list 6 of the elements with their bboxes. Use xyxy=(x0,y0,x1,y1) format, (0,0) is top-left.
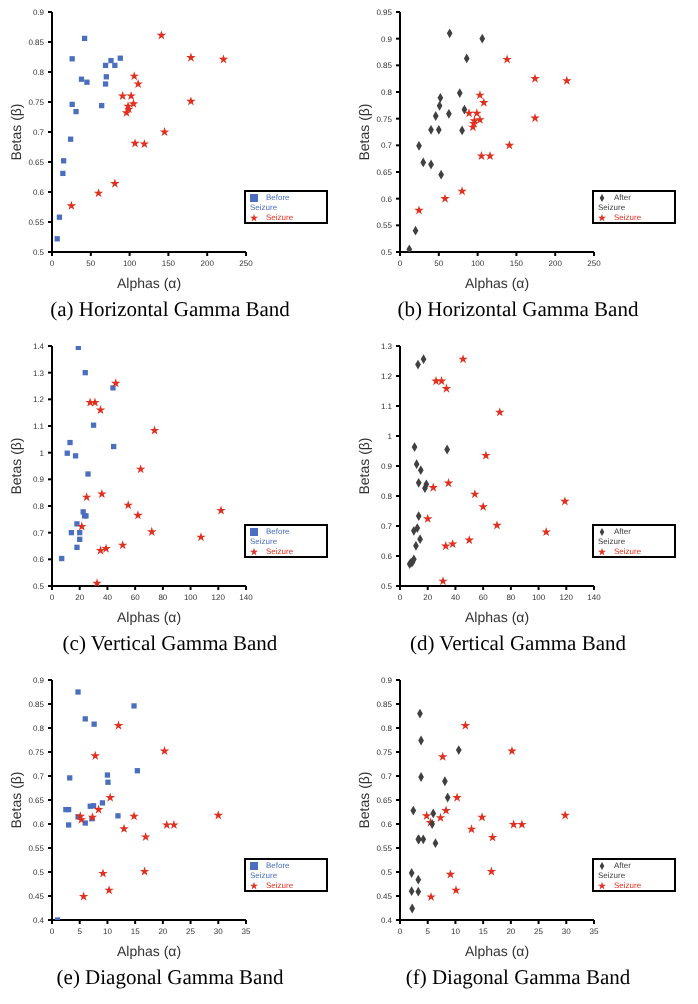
text: (b) Horizontal Gamma Band xyxy=(395,300,641,322)
text: (a) Horizontal Gamma Band xyxy=(48,300,292,322)
text: (d) Vertical Gamma Band xyxy=(408,634,628,656)
text: (e) Diagonal Gamma Band xyxy=(54,968,286,990)
text: (c) Vertical Gamma Band xyxy=(60,634,280,656)
text: (f) Diagonal Gamma Band xyxy=(403,968,633,990)
